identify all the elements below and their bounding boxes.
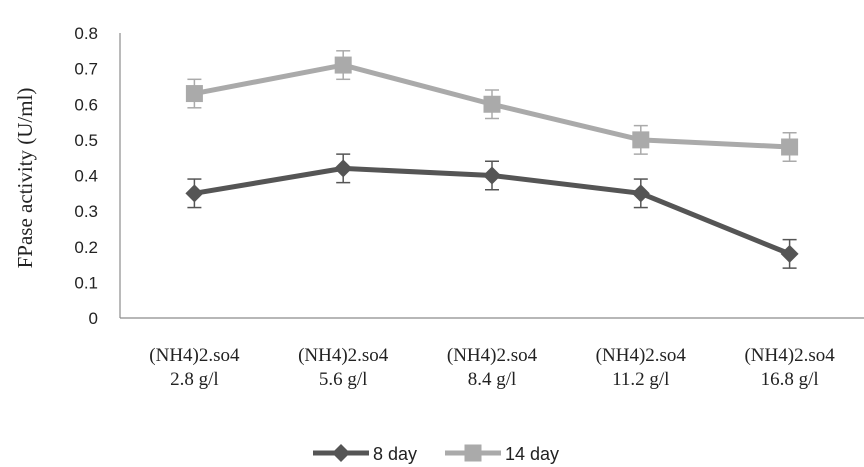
data-point — [632, 131, 650, 149]
y-tick-label: 0.5 — [74, 131, 98, 150]
legend-marker — [464, 444, 482, 462]
x-tick-label: (NH4)2.so4 5.6 g/l — [298, 345, 389, 390]
y-tick-labels: 0 0.1 0.2 0.3 0.4 0.5 0.6 0.7 0.8 — [74, 24, 98, 328]
plot-area — [185, 50, 799, 269]
x-tick-labels: (NH4)2.so4 2.8 g/l (NH4)2.so4 5.6 g/l (NH4)2… — [149, 345, 835, 390]
legend-item: 14 day — [445, 444, 559, 464]
data-point — [185, 85, 203, 103]
y-tick-label: 0.7 — [74, 60, 98, 79]
x-tick-label: (NH4)2.so4 8.4 g/l — [447, 345, 538, 390]
series-8-day — [185, 153, 799, 269]
y-tick-label: 0.1 — [74, 273, 98, 292]
y-tick-label: 0.4 — [74, 167, 98, 186]
legend-label: 8 day — [373, 444, 417, 464]
y-tick-label: 0.8 — [74, 24, 98, 43]
y-axis-label: FPase activity (U/ml) — [13, 88, 37, 269]
x-tick-label: (NH4)2.so4 11.2 g/l — [596, 345, 687, 390]
x-tick-label: (NH4)2.so4 16.8 g/l — [744, 345, 835, 390]
data-point — [483, 166, 501, 185]
y-tick-label: 0 — [89, 309, 98, 328]
legend-marker — [332, 444, 350, 462]
x-tick-label: (NH4)2.so4 2.8 g/l — [149, 345, 240, 390]
y-tick-label: 0.6 — [74, 95, 98, 114]
series-14-day — [185, 50, 799, 162]
chart-legend: 8 day 14 day — [313, 444, 559, 464]
data-point — [334, 159, 353, 178]
legend-label: 14 day — [505, 444, 559, 464]
data-point — [334, 56, 352, 74]
data-point — [631, 184, 650, 203]
data-point — [185, 184, 204, 203]
data-point — [780, 244, 799, 263]
chart-axes — [119, 33, 864, 319]
legend-item: 8 day — [313, 444, 417, 464]
y-tick-label: 0.2 — [74, 238, 98, 257]
data-point — [781, 138, 799, 156]
data-point — [483, 95, 501, 113]
y-tick-label: 0.3 — [74, 202, 98, 221]
